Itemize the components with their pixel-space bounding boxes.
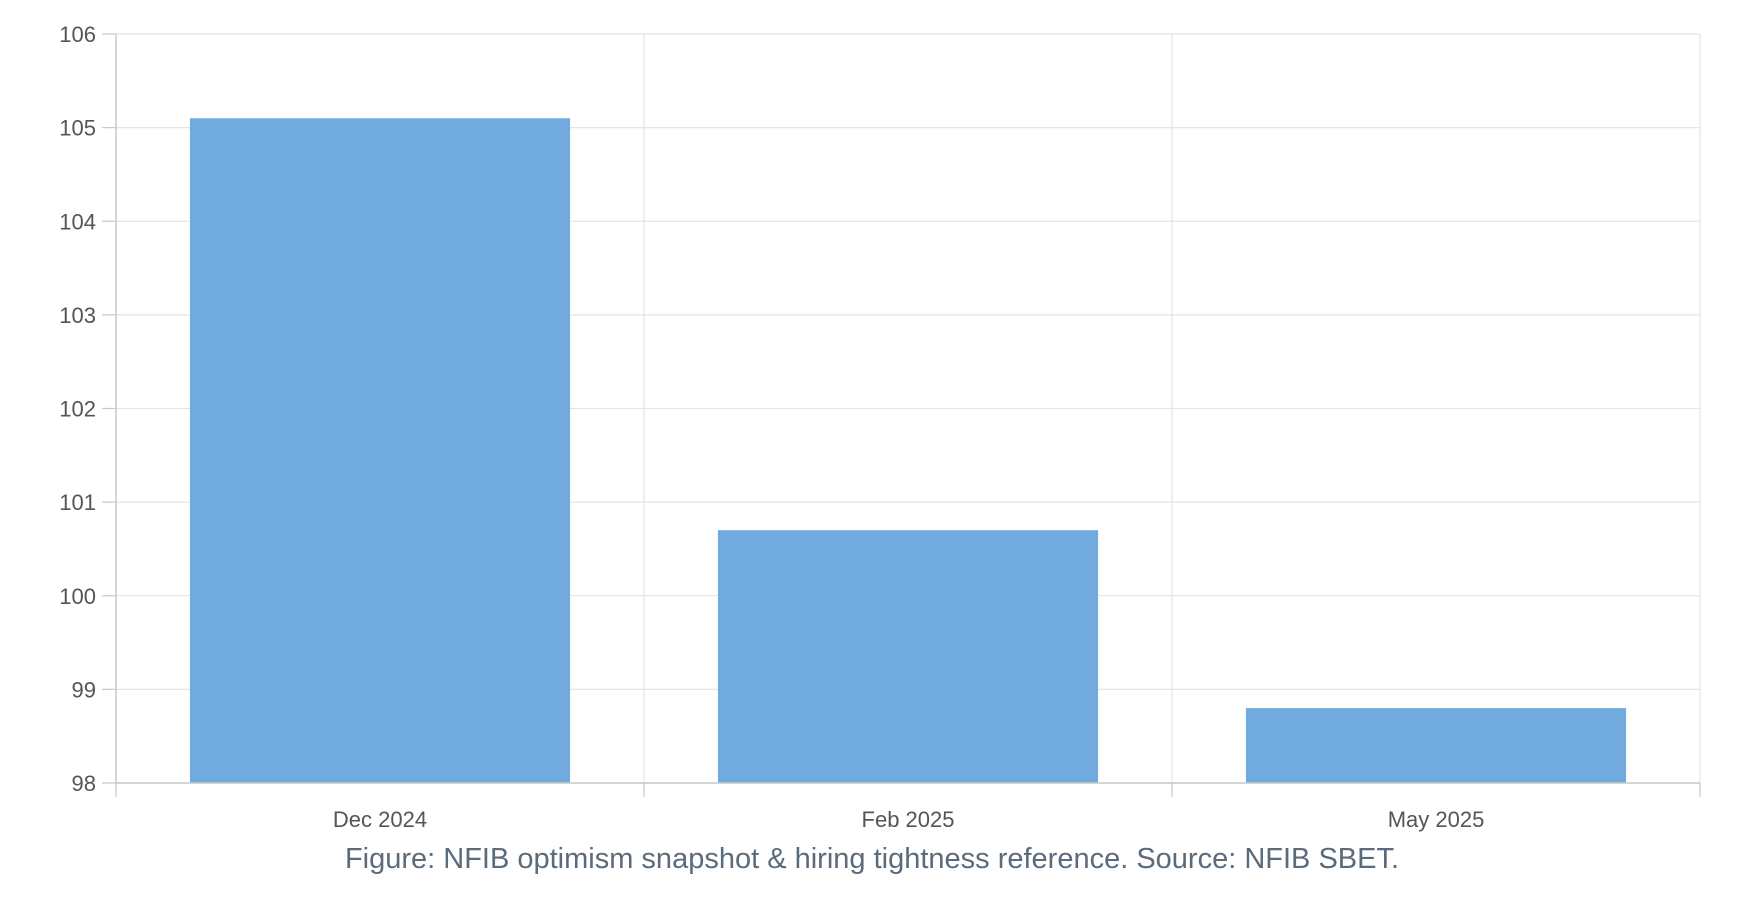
x-tick-label: Dec 2024	[333, 807, 427, 832]
y-tick-label: 103	[59, 303, 96, 328]
y-tick-label: 106	[59, 22, 96, 47]
x-tick-label: Feb 2025	[862, 807, 955, 832]
y-tick-label: 105	[59, 116, 96, 141]
y-tick-label: 102	[59, 397, 96, 422]
y-tick-label: 104	[59, 209, 96, 234]
bars	[189, 118, 1627, 783]
axes	[102, 33, 1701, 797]
y-tick-label: 100	[59, 584, 96, 609]
x-tick-labels: Dec 2024 Feb 2025 May 2025	[333, 807, 1484, 832]
y-tick-label: 101	[59, 490, 96, 515]
bar-dec-2024	[189, 118, 571, 783]
bar-may-2025	[1245, 708, 1627, 783]
y-tick-labels: 98 99 100 101 102 103 104 105 106	[59, 22, 96, 796]
figure-caption: Figure: NFIB optimism snapshot & hiring …	[344, 843, 1400, 875]
x-tick-label: May 2025	[1388, 807, 1485, 832]
y-tick-label: 99	[72, 677, 96, 702]
bar-feb-2025	[717, 530, 1099, 783]
y-tick-label: 98	[72, 771, 96, 796]
